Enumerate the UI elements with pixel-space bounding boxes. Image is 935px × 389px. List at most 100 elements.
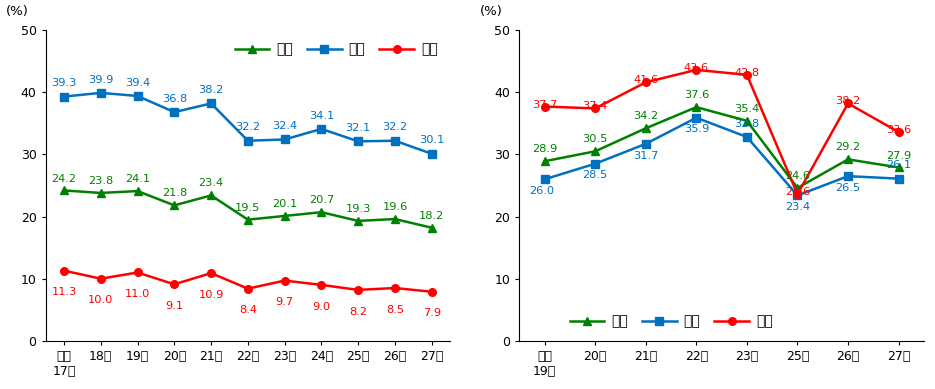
総数 [58, 188, 69, 193]
女性 [590, 106, 601, 111]
Text: 30.5: 30.5 [583, 134, 608, 144]
Text: 11.3: 11.3 [51, 287, 77, 297]
Text: 20.7: 20.7 [309, 195, 334, 205]
男性 [741, 135, 753, 139]
男性 [389, 138, 400, 143]
Text: 35.4: 35.4 [734, 104, 759, 114]
男性 [352, 139, 364, 144]
男性 [58, 94, 69, 99]
Text: 9.7: 9.7 [276, 297, 294, 307]
男性 [640, 142, 652, 146]
男性 [893, 176, 904, 181]
Legend: 総数, 男性, 女性: 総数, 男性, 女性 [564, 309, 778, 334]
女性 [95, 276, 107, 281]
Text: 19.6: 19.6 [382, 202, 408, 212]
Text: 29.2: 29.2 [836, 142, 860, 152]
Text: 24.1: 24.1 [125, 174, 151, 184]
Text: 28.9: 28.9 [532, 144, 557, 154]
Text: 24.2: 24.2 [51, 173, 77, 184]
Text: 32.1: 32.1 [346, 123, 371, 133]
男性 [426, 151, 438, 156]
Text: 39.3: 39.3 [51, 78, 77, 88]
Text: 32.8: 32.8 [734, 119, 759, 129]
総数 [691, 105, 702, 109]
女性 [539, 104, 551, 109]
Text: 38.2: 38.2 [198, 85, 223, 95]
総数 [316, 210, 327, 215]
Line: 総数: 総数 [60, 187, 436, 231]
Text: 8.5: 8.5 [386, 305, 404, 315]
Line: 女性: 女性 [540, 66, 902, 198]
女性 [842, 101, 854, 106]
女性 [206, 271, 217, 275]
女性 [352, 287, 364, 292]
Text: 37.6: 37.6 [683, 90, 709, 100]
Legend: 総数, 男性, 女性: 総数, 男性, 女性 [229, 37, 443, 62]
女性 [893, 130, 904, 134]
Text: 38.2: 38.2 [835, 96, 860, 107]
Text: 8.2: 8.2 [349, 307, 367, 317]
男性 [842, 174, 854, 179]
Text: 23.4: 23.4 [784, 202, 810, 212]
Text: 35.9: 35.9 [683, 124, 709, 134]
Text: 11.0: 11.0 [125, 289, 151, 299]
Line: 男性: 男性 [60, 89, 436, 158]
総数 [741, 119, 753, 123]
総数 [539, 159, 551, 163]
総数 [206, 193, 217, 198]
総数 [279, 214, 290, 218]
女性 [691, 68, 702, 72]
Y-axis label: (%): (%) [480, 5, 502, 18]
女性 [389, 286, 400, 290]
Text: 21.8: 21.8 [162, 188, 187, 198]
Text: 28.5: 28.5 [583, 170, 608, 180]
Text: 26.5: 26.5 [836, 183, 860, 193]
総数 [842, 157, 854, 162]
男性 [590, 161, 601, 166]
総数 [389, 217, 400, 221]
女性 [426, 289, 438, 294]
Text: 10.0: 10.0 [88, 295, 113, 305]
Y-axis label: (%): (%) [6, 5, 29, 18]
男性 [95, 91, 107, 95]
男性 [792, 193, 803, 198]
総数 [893, 165, 904, 170]
総数 [132, 189, 143, 193]
総数 [168, 203, 180, 208]
Text: 23.6: 23.6 [784, 187, 810, 197]
Text: 19.5: 19.5 [236, 203, 261, 213]
Text: 9.1: 9.1 [165, 301, 183, 311]
女性 [741, 72, 753, 77]
Text: 32.4: 32.4 [272, 121, 297, 131]
Text: 42.8: 42.8 [734, 68, 759, 78]
Text: 37.4: 37.4 [583, 102, 608, 112]
Text: 34.2: 34.2 [633, 111, 658, 121]
Text: 8.4: 8.4 [238, 305, 257, 315]
Text: 32.2: 32.2 [382, 123, 408, 132]
男性 [316, 126, 327, 131]
Text: 24.6: 24.6 [785, 171, 810, 181]
男性 [242, 138, 253, 143]
Text: 43.6: 43.6 [683, 63, 709, 73]
Text: 41.6: 41.6 [633, 75, 658, 85]
総数 [590, 149, 601, 154]
Text: 34.1: 34.1 [309, 110, 334, 121]
Text: 30.1: 30.1 [419, 135, 444, 145]
Line: 女性: 女性 [60, 267, 436, 296]
総数 [426, 225, 438, 230]
総数 [640, 126, 652, 131]
男性 [279, 137, 290, 142]
Text: 23.8: 23.8 [88, 176, 113, 186]
Text: 27.9: 27.9 [886, 151, 912, 161]
男性 [691, 116, 702, 120]
Text: 18.2: 18.2 [419, 211, 444, 221]
Line: 総数: 総数 [540, 103, 902, 192]
総数 [352, 219, 364, 223]
女性 [168, 282, 180, 287]
Line: 男性: 男性 [540, 114, 902, 199]
Text: 39.9: 39.9 [88, 75, 113, 84]
Text: 36.8: 36.8 [162, 94, 187, 104]
Text: 32.2: 32.2 [236, 123, 261, 132]
女性 [132, 270, 143, 275]
総数 [792, 186, 803, 190]
